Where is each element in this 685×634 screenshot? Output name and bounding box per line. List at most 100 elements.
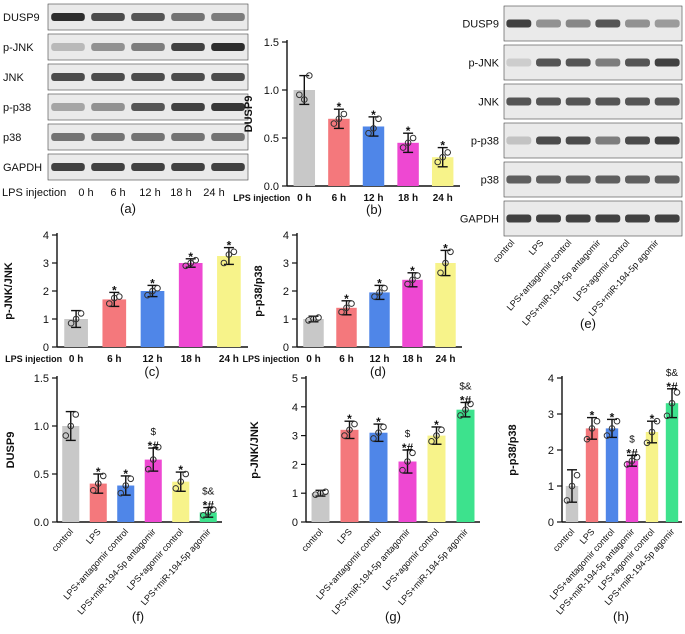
data-point [404,458,411,465]
y-tick-label: 3 [43,258,49,270]
blot-band [211,43,245,51]
bar [665,403,679,522]
y-tick-label: 0.0 [264,181,279,193]
blot-band [625,214,650,223]
blot-band [131,43,165,51]
data-point [428,438,435,445]
blot-row-label: DUSP9 [3,12,40,24]
data-point [330,120,338,127]
blot-band [536,58,561,67]
blot-band [91,73,125,81]
blot-band [506,136,532,145]
blot-row-label: JNK [3,72,24,84]
y-tick-label: 0.0 [34,517,49,529]
blot-strip [503,83,683,120]
blot-band [536,97,561,106]
data-point [457,412,464,419]
bar [398,461,417,522]
lane-label: 24 h [203,187,224,199]
data-point [409,276,416,284]
data-point [438,426,445,434]
category-label: 12 h [142,354,162,365]
category-label: control [299,527,325,554]
lane-label: 18 h [170,187,191,199]
significance-mark: $& [202,487,215,498]
blot-row-label: p-p38 [471,136,499,148]
y-tick-label: 2 [283,286,289,298]
blot-row-label: p38 [481,175,499,187]
significance-mark: * [123,467,128,481]
y-axis-title: DUSP9 [5,432,17,469]
blot-band [625,58,650,67]
significance-mark: * [96,465,101,479]
data-point [568,482,576,490]
significance-mark: *# [402,441,414,455]
data-point [335,115,343,123]
blot-band [211,73,245,81]
data-point [404,280,411,288]
panel-label: (d) [370,364,386,379]
data-point [172,485,180,492]
blot-band [595,136,621,145]
y-tick-label: 0 [292,517,298,529]
data-point [209,506,217,513]
data-point [399,466,406,474]
data-point [409,134,417,142]
blot-band [131,103,165,111]
data-point [467,400,474,408]
y-tick-label: 1 [43,314,49,326]
blot-band [211,133,245,141]
data-point [67,319,75,327]
blot-band [595,58,621,67]
data-point [375,429,382,437]
blot-row-label: GAPDH [460,214,499,226]
panel-label: (h) [613,609,629,624]
blot-row-label: DUSP9 [462,19,499,31]
bar [605,428,619,522]
blot-band [565,97,591,106]
data-point [376,289,383,296]
data-point [310,315,317,323]
blot-band [211,163,245,171]
data-point [563,497,571,504]
significance-mark: *# [626,446,638,460]
blot-band [536,136,561,145]
significance-mark: * [376,415,381,429]
category-label: 0 h [69,354,83,365]
data-point [447,248,454,256]
blot-band [91,133,125,141]
bar [645,432,659,522]
blot-band [595,97,621,106]
y-tick-label: 3 [292,431,298,443]
category-label: 0 h [297,193,311,204]
blot-band [171,13,205,21]
data-point [380,423,387,431]
chart-g: 012345p-JNK/JNKcontrol*LPS*LPS+antagomir… [249,373,480,624]
blot-band [625,19,650,28]
blot-band [565,58,591,67]
data-point [62,432,70,439]
y-tick-label: 0.5 [34,469,49,481]
blot-band [171,73,205,81]
y-tick-label: 4 [548,373,554,385]
data-point [306,72,313,79]
significance-mark: $ [405,429,411,440]
data-point [149,287,156,295]
blot-band [595,214,621,223]
data-point [673,389,681,396]
blot-band [654,214,680,223]
data-point [370,435,377,442]
significance-mark: * [347,412,352,426]
blot-band [506,97,532,106]
chart-c: 0 1 2 3 4 p-JNK/JNK LPS injection 0 h * 6 h * 12 h *… [3,230,248,379]
blot-row-label: JNK [478,97,499,109]
data-point [296,91,303,99]
y-tick-label: 1.0 [264,85,279,97]
data-point [182,470,190,478]
y-axis-title: p-JNK/JNK [249,421,261,479]
blot-band [595,175,621,184]
y-tick-label: 4 [43,230,49,242]
data-point [663,412,671,420]
y-axis-title: p-JNK/JNK [3,262,15,320]
